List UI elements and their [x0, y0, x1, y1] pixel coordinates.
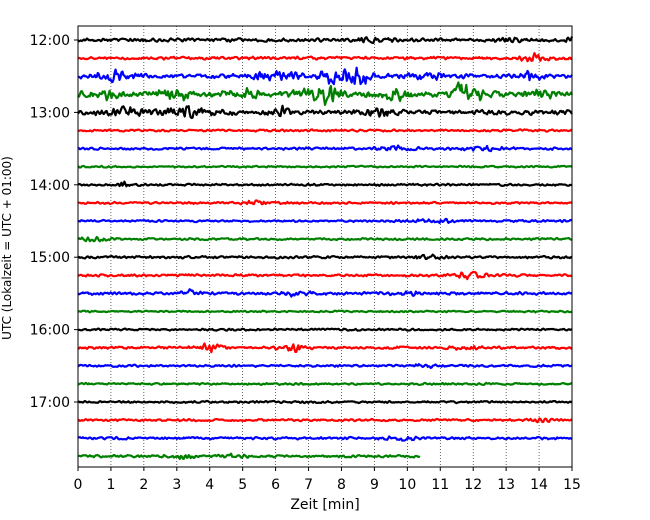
trace-1730 [77, 435, 573, 442]
trace-1300 [77, 104, 573, 120]
plot-frame [77, 25, 573, 468]
trace-1615 [77, 342, 573, 354]
x-tick-label-10: 10 [398, 477, 416, 493]
trace-1530 [77, 288, 573, 298]
trace-1245 [77, 81, 573, 106]
trace-1630 [77, 363, 573, 370]
y-tick-label-4: 16:00 [30, 323, 70, 339]
trace-1230 [77, 66, 573, 86]
trace-1645 [77, 381, 573, 387]
trace-1700 [77, 399, 573, 405]
trace-1215 [77, 52, 573, 63]
trace-1430 [77, 217, 573, 225]
trace-1200 [77, 36, 574, 45]
trace-1400 [77, 180, 573, 188]
x-tick-label-8: 8 [337, 477, 346, 493]
y-tick-label-0: 12:00 [30, 33, 70, 49]
y-axis-ticks: 12:00 13:00 14:00 15:00 16:00 17:00 [30, 33, 78, 411]
x-axis-label: Zeit [min] [290, 497, 359, 513]
x-tick-label-11: 11 [431, 477, 449, 493]
trace-1445 [77, 235, 573, 243]
y-tick-label-1: 13:00 [30, 105, 70, 121]
trace-1600 [77, 327, 573, 332]
trace-1715 [77, 417, 573, 424]
x-tick-label-15: 15 [563, 477, 581, 493]
x-tick-label-2: 2 [139, 477, 148, 493]
y-tick-label-3: 15:00 [30, 250, 70, 266]
x-tick-label-12: 12 [464, 477, 482, 493]
trace-1515 [77, 270, 573, 281]
x-tick-label-4: 4 [205, 477, 214, 493]
trace-1330 [77, 144, 573, 153]
x-tick-label-14: 14 [530, 477, 548, 493]
x-tick-label-1: 1 [106, 477, 115, 493]
x-tick-label-6: 6 [271, 477, 280, 493]
seismic-traces [77, 36, 574, 461]
x-tick-label-13: 13 [497, 477, 515, 493]
y-tick-label-2: 14:00 [30, 178, 70, 194]
trace-1545 [77, 309, 573, 314]
x-tick-label-9: 9 [370, 477, 379, 493]
trace-1345 [77, 164, 573, 169]
trace-1315 [77, 128, 573, 133]
y-axis-label: UTC (Lokalzeit = UTC + 01:00) [0, 156, 14, 340]
y-tick-label-5: 17:00 [30, 395, 70, 411]
trace-1415 [77, 199, 573, 206]
x-tick-label-5: 5 [238, 477, 247, 493]
x-tick-label-0: 0 [74, 477, 83, 493]
x-tick-label-3: 3 [172, 477, 181, 493]
x-axis-ticks: 0 1 2 3 4 5 6 7 8 9 10 11 12 13 14 15 [74, 467, 581, 493]
x-tick-label-7: 7 [304, 477, 313, 493]
trace-1745 [77, 452, 421, 461]
trace-1500 [77, 253, 573, 261]
